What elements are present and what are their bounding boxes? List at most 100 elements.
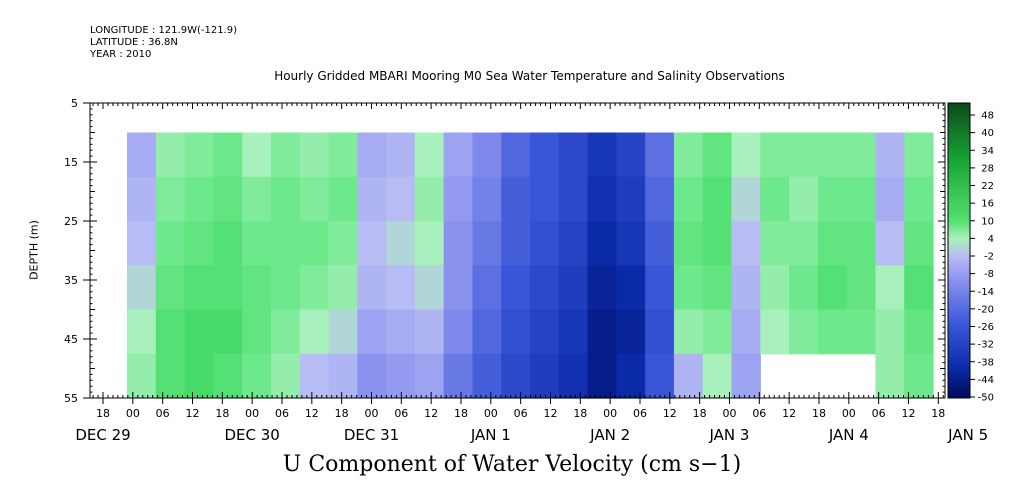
chart-title: Hourly Gridded MBARI Mooring M0 Sea Wate…: [274, 69, 785, 83]
colorbar-tick-label: -8: [984, 269, 994, 280]
x-hour-tick-label: 06: [156, 407, 170, 420]
heatmap-cell: [702, 265, 733, 311]
heatmap-cell: [501, 132, 531, 178]
heatmap-cell: [386, 176, 416, 222]
x-hour-tick-label: 12: [185, 407, 199, 420]
x-date-label: DEC 31: [344, 426, 399, 444]
heatmap-cell: [530, 132, 560, 178]
heatmap-cell: [213, 353, 243, 399]
heatmap-cell: [357, 353, 387, 399]
x-hour-tick-label: 18: [573, 407, 587, 420]
heatmap-cell: [904, 353, 934, 399]
heatmap-cell: [558, 265, 589, 311]
heatmap-cell: [299, 221, 330, 266]
heatmap-cell: [386, 132, 416, 178]
heatmap-cell: [731, 221, 761, 266]
x-hour-tick-label: 18: [215, 407, 229, 420]
heatmap-cell: [875, 132, 905, 178]
heatmap-cell: [242, 265, 272, 311]
x-hour-tick-label: 18: [931, 407, 945, 420]
heatmap-cell: [760, 265, 790, 311]
heatmap-cell: [443, 309, 474, 355]
heatmap-cell: [443, 353, 474, 399]
x-hour-tick-label: 06: [752, 407, 766, 420]
heatmap-cell: [213, 221, 243, 266]
heatmap-cell: [817, 309, 848, 355]
x-date-label: JAN 3: [708, 426, 749, 444]
heatmap-cell: [414, 176, 445, 222]
x-hour-tick-label: 18: [335, 407, 349, 420]
heatmap-cell: [558, 309, 589, 355]
heatmap-cell: [270, 221, 301, 266]
heatmap-cell: [213, 265, 243, 311]
heatmap-cell: [530, 176, 560, 222]
x-date-label: JAN 2: [589, 426, 630, 444]
colorbar-ticks: 48 40 34 28 22 16 10 4 -2 -8 -14 -20 -26 -32 -38 -44 -50: [970, 111, 994, 404]
heatmap-cell: [443, 221, 474, 266]
x-hour-tick-label: 00: [484, 407, 498, 420]
y-tick-label: 55: [64, 392, 78, 405]
heatmap-cell: [299, 132, 330, 178]
heatmap-cell: [760, 221, 790, 266]
year-label: YEAR : 2010: [90, 49, 152, 60]
heatmap-cell: [443, 132, 474, 178]
heatmap-cell: [472, 132, 502, 178]
heatmap-cell: [242, 176, 272, 222]
colorbar: [947, 102, 971, 399]
x-hour-tick-label: 12: [424, 407, 438, 420]
heatmap-cell: [386, 221, 416, 266]
colorbar-tick-label: -26: [978, 322, 994, 333]
heatmap-cell: [673, 176, 704, 222]
heatmap-cell: [127, 309, 157, 355]
heatmap-cells: [127, 132, 934, 399]
heatmap-cell: [501, 265, 531, 311]
heatmap-cell: [501, 221, 531, 266]
x-date-label: DEC 30: [224, 426, 279, 444]
heatmap-cell: [328, 176, 358, 222]
heatmap-cell: [443, 265, 474, 311]
heatmap-cell: [789, 309, 819, 355]
heatmap-cell: [673, 132, 704, 178]
y-axis: 5 15 25 35 45 55: [64, 97, 945, 405]
heatmap-cell: [789, 265, 819, 311]
heatmap-cell: [184, 132, 214, 178]
heatmap-cell: [645, 221, 675, 266]
heatmap-cell: [673, 265, 704, 311]
heatmap-cell: [558, 176, 589, 222]
heatmap-cell: [558, 221, 589, 266]
heatmap-cell: [587, 265, 617, 311]
heatmap-cell: [789, 221, 819, 266]
heatmap-cell: [299, 176, 330, 222]
heatmap-cell: [731, 176, 761, 222]
heatmap-cell: [270, 132, 301, 178]
x-hour-tick-label: 18: [693, 407, 707, 420]
heatmap-cell: [731, 265, 761, 311]
heatmap-cell: [645, 176, 675, 222]
heatmap-cell: [386, 265, 416, 311]
heatmap-cell: [587, 176, 617, 222]
heatmap-cell: [846, 221, 877, 266]
heatmap-cell: [731, 353, 761, 399]
heatmap-cell: [817, 132, 848, 178]
heatmap-cell: [299, 265, 330, 311]
x-hour-tick-label: 00: [245, 407, 259, 420]
x-hour-tick-label: 12: [305, 407, 319, 420]
colorbar-tick-label: -50: [978, 393, 994, 404]
heatmap-cell: [846, 309, 877, 355]
heatmap-cell: [817, 176, 848, 222]
heatmap-cell: [184, 221, 214, 266]
heatmap-cell: [616, 176, 646, 222]
heatmap-cell: [127, 132, 157, 178]
colorbar-tick-label: -38: [978, 357, 994, 368]
heatmap-cell: [616, 353, 646, 399]
x-date-label: JAN 1: [470, 426, 511, 444]
heatmap-cell: [673, 309, 704, 355]
longitude-label: LONGITUDE : 121.9W(-121.9): [90, 25, 237, 36]
x-hour-tick-label: 00: [126, 407, 140, 420]
heatmap-cell: [702, 353, 733, 399]
heatmap-cell: [530, 353, 560, 399]
heatmap-cell: [155, 353, 186, 399]
heatmap-cell: [386, 309, 416, 355]
y-tick-label: 35: [64, 274, 78, 287]
